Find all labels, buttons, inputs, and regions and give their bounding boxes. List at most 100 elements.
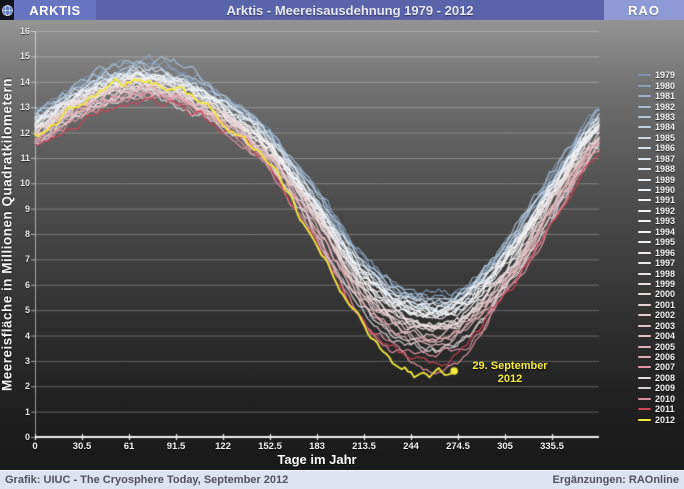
legend-item: 1979: [638, 70, 681, 80]
legend-swatch: [638, 220, 651, 223]
legend-item: 1994: [638, 227, 681, 237]
legend-swatch: [638, 314, 651, 317]
legend-year-label: 1984: [655, 122, 676, 133]
brand-rao-label: RAO: [628, 2, 660, 18]
legend-item: 1981: [638, 91, 681, 101]
y-tick-label: 0: [24, 432, 30, 442]
y-tick-label: 15: [19, 51, 30, 62]
legend-year-label: 2008: [655, 372, 676, 383]
legend-swatch: [638, 241, 651, 244]
x-axis-title: Tage im Jahr: [277, 452, 357, 467]
legend-year-label: 1994: [655, 226, 676, 237]
legend-swatch: [638, 147, 651, 150]
legend-swatch: [638, 366, 651, 369]
legend-swatch: [638, 178, 651, 181]
legend-year-label: 1980: [655, 80, 676, 91]
legend-year-label: 1988: [655, 164, 676, 175]
legend-item: 1983: [638, 112, 681, 122]
legend-item: 1986: [638, 143, 681, 153]
legend-swatch: [638, 356, 651, 359]
legend-swatch: [638, 168, 651, 171]
legend-item: 1982: [638, 101, 681, 112]
legend-swatch: [638, 324, 651, 327]
page-title: Arktis - Meereisausdehnung 1979 - 2012: [226, 2, 474, 18]
footer-credit-left: Grafik: UIUC - The Cryosphere Today, Sep…: [5, 474, 289, 486]
legend-item: 2011: [638, 404, 681, 414]
legend-swatch: [638, 189, 651, 192]
annotation-year-line: 2012: [497, 373, 523, 385]
legend-year-label: 2009: [655, 383, 676, 394]
legend-item: 1987: [638, 154, 681, 164]
y-tick-label: 6: [24, 279, 30, 290]
legend-year-label: 2005: [655, 341, 676, 352]
legend-item: 2012: [638, 414, 681, 425]
header-title-band: Arktis - Meereisausdehnung 1979 - 2012: [96, 0, 604, 20]
x-tick-label: 274.5: [446, 441, 470, 452]
legend-swatch: [638, 95, 651, 98]
legend-swatch: [638, 408, 651, 411]
x-tick-label: 335.5: [540, 441, 564, 452]
footer-credit-right: Ergänzungen: RAOnline: [552, 474, 680, 486]
legend-swatch: [638, 74, 651, 77]
x-tick-label: 0: [32, 441, 38, 452]
legend-year-label: 1991: [655, 195, 676, 206]
x-tick-label: 61: [123, 441, 135, 452]
legend-year-label: 2012: [655, 414, 676, 425]
legend-item: 2001: [638, 300, 681, 310]
y-tick-label: 1: [24, 406, 30, 417]
legend-year-label: 1982: [655, 101, 676, 112]
y-tick-label: 2: [24, 381, 30, 392]
x-tick-label: 152.5: [258, 441, 282, 452]
legend-year-label: 1987: [655, 153, 676, 164]
legend-item: 2004: [638, 331, 681, 341]
x-tick-label: 91.5: [166, 441, 186, 452]
legend-swatch: [638, 115, 651, 118]
logo-arktis: ARKTIS: [14, 0, 96, 20]
brand-rao: RAO: [604, 0, 684, 20]
legend-year-label: 1992: [655, 205, 676, 216]
legend-item: 2005: [638, 341, 681, 352]
legend-swatch: [638, 136, 651, 139]
legend-year-label: 1989: [655, 174, 676, 185]
y-tick-label: 3: [24, 355, 30, 366]
x-tick-label: 213.5: [352, 441, 376, 452]
legend-item: 2006: [638, 352, 681, 362]
legend-item: 1995: [638, 237, 681, 247]
legend-year-label: 2000: [655, 289, 676, 300]
y-tick-label: 12: [19, 127, 30, 138]
legend-year-label: 2006: [655, 352, 676, 363]
legend-swatch: [638, 157, 651, 160]
legend-item: 1980: [638, 80, 681, 91]
legend-year-label: 1993: [655, 216, 676, 227]
legend: 1979 1980 1981 1982 1983 1984 1985 1986 1987 1988…: [638, 70, 681, 425]
legend-item: 1985: [638, 133, 681, 143]
legend-year-label: 2003: [655, 320, 676, 331]
legend-swatch: [638, 126, 651, 129]
legend-year-label: 1983: [655, 111, 676, 122]
chart-stage: Meereisfläche in Millionen Quadratkilome…: [0, 20, 684, 470]
legend-item: 1993: [638, 216, 681, 226]
legend-item: 2003: [638, 321, 681, 331]
legend-year-label: 2010: [655, 393, 676, 404]
legend-item: 1990: [638, 185, 681, 195]
legend-swatch: [638, 272, 651, 275]
legend-swatch: [638, 376, 651, 379]
legend-year-label: 1986: [655, 143, 676, 154]
legend-year-label: 1998: [655, 268, 676, 279]
x-tick-label: 244: [403, 441, 419, 452]
sea-ice-chart-canvas: [0, 20, 684, 470]
footer: Grafik: UIUC - The Cryosphere Today, Sep…: [0, 470, 684, 489]
legend-item: 1988: [638, 164, 681, 174]
legend-item: 1996: [638, 247, 681, 258]
y-tick-label: 4: [24, 330, 30, 341]
x-tick-label: 183: [309, 441, 325, 452]
legend-swatch: [638, 230, 651, 233]
legend-year-label: 1999: [655, 278, 676, 289]
logo-arktis-label: ARKTIS: [29, 2, 81, 18]
annotation-label: 29. September 2012: [466, 360, 554, 386]
legend-swatch: [638, 105, 651, 108]
legend-item: 1998: [638, 268, 681, 279]
legend-year-label: 1990: [655, 185, 676, 196]
legend-item: 2002: [638, 310, 681, 320]
